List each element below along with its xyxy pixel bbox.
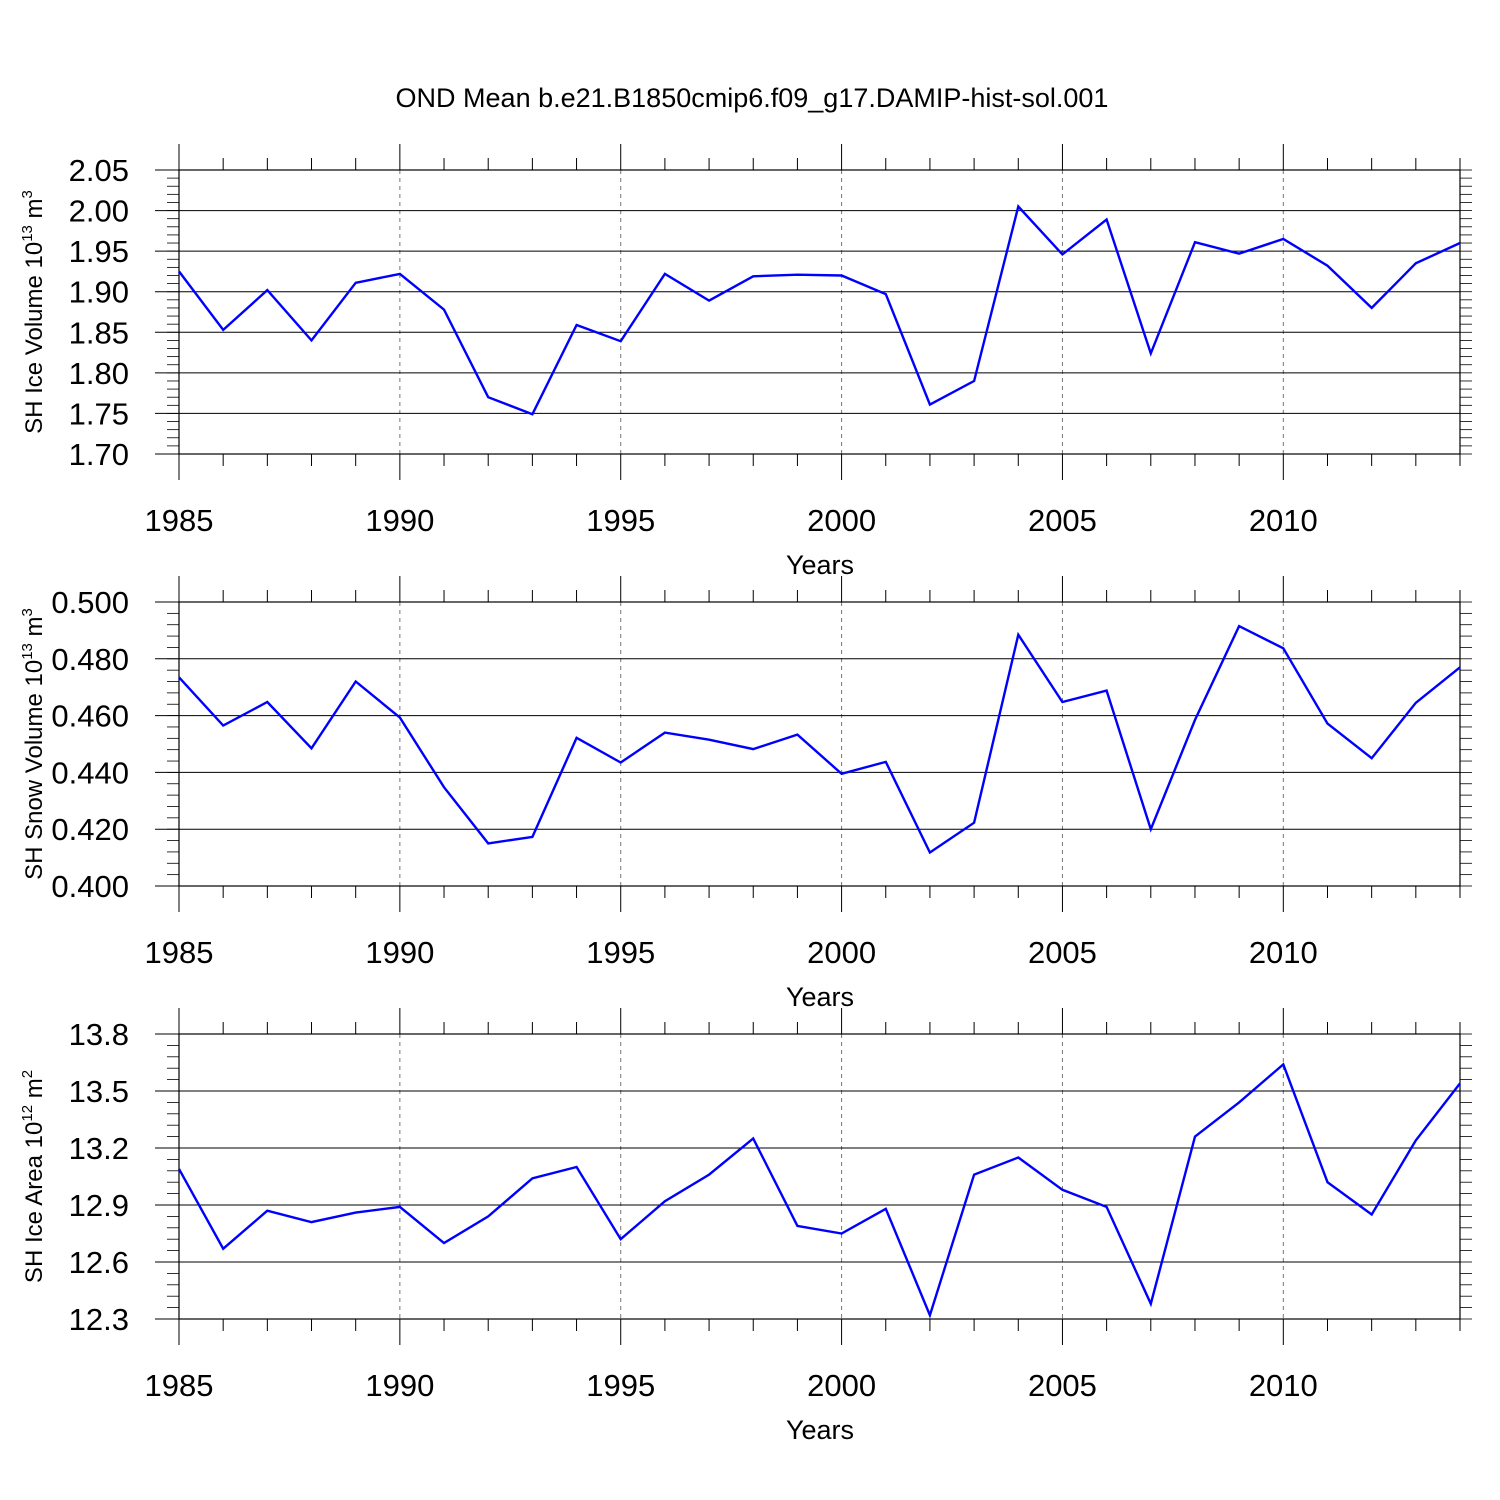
x-tick-label: 1985	[145, 503, 214, 538]
figure-title: OND Mean b.e21.B1850cmip6.f09_g17.DAMIP-…	[396, 83, 1109, 113]
x-tick-label: 2010	[1249, 935, 1318, 970]
y-tick-label: 12.3	[69, 1302, 129, 1337]
x-axis-label: Years	[786, 550, 854, 580]
x-tick-label: 2005	[1028, 1368, 1097, 1403]
x-axis-label: Years	[786, 1415, 854, 1445]
series-line	[178, 204, 1461, 416]
x-tick-label: 1990	[365, 935, 434, 970]
y-axis-label: SH Snow Volume 1013 m3	[19, 608, 48, 880]
y-tick-label: 0.400	[51, 869, 129, 904]
x-tick-label: 1990	[365, 1368, 434, 1403]
x-tick-label: 1985	[145, 935, 214, 970]
y-tick-label: 13.2	[69, 1131, 129, 1166]
x-tick-label: 1995	[586, 935, 655, 970]
y-tick-label: 0.500	[51, 585, 129, 620]
y-tick-label: 1.95	[69, 234, 129, 269]
y-tick-label: 1.90	[69, 275, 129, 310]
y-tick-label: 2.05	[69, 153, 129, 188]
plot-frame	[178, 601, 1461, 887]
x-axis-label: Years	[786, 982, 854, 1012]
y-tick-label: 2.00	[69, 194, 129, 229]
x-tick-label: 2000	[807, 935, 876, 970]
y-tick-label: 13.5	[69, 1074, 129, 1109]
x-tick-label: 1990	[365, 503, 434, 538]
x-tick-label: 2005	[1028, 503, 1097, 538]
series-line	[178, 624, 1461, 855]
y-tick-label: 1.70	[69, 437, 129, 472]
y-tick-label: 0.480	[51, 642, 129, 677]
plot-frame	[178, 1033, 1461, 1320]
chart-panel-3: 1985 1990 1995 2000 2005 2010 12.3 12.6 12.9 13.2…	[19, 1008, 1472, 1445]
x-tick-label: 1995	[586, 503, 655, 538]
chart-panel-1: 1985 1990 1995 2000 2005 2010 1.70 1.75 1.80 1.85…	[19, 144, 1472, 580]
y-tick-label: 1.80	[69, 356, 129, 391]
y-tick-label: 1.85	[69, 315, 129, 350]
x-tick-label: 2010	[1249, 503, 1318, 538]
y-axis-label: SH Ice Volume 1013 m3	[19, 190, 48, 434]
y-tick-label: 0.420	[51, 812, 129, 847]
x-tick-label: 2000	[807, 1368, 876, 1403]
plot-frame	[178, 169, 1461, 455]
x-tick-label: 1995	[586, 1368, 655, 1403]
y-tick-label: 1.75	[69, 396, 129, 431]
y-tick-label: 12.6	[69, 1245, 129, 1280]
panels: 1985 1990 1995 2000 2005 2010 1.70 1.75 1.80 1.85…	[19, 144, 1472, 1445]
chart-panel-2: 1985 1990 1995 2000 2005 2010 0.400 0.420 0.440 0…	[19, 576, 1472, 1012]
series-line	[177, 1062, 1461, 1319]
x-tick-label: 2005	[1028, 935, 1097, 970]
y-tick-label: 13.8	[69, 1017, 129, 1052]
x-tick-label: 1985	[145, 1368, 214, 1403]
y-tick-label: 0.460	[51, 699, 129, 734]
y-tick-label: 0.440	[51, 755, 129, 790]
x-tick-label: 2000	[807, 503, 876, 538]
y-axis-label: SH Ice Area 1012 m2	[19, 1070, 48, 1283]
x-tick-label: 2010	[1249, 1368, 1318, 1403]
y-tick-label: 12.9	[69, 1188, 129, 1223]
